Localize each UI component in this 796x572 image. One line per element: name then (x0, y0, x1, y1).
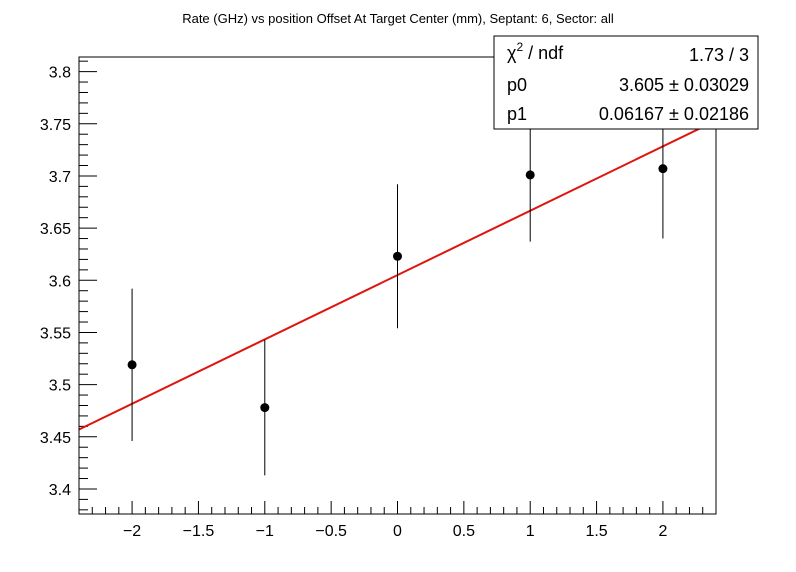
x-tick-label: 0.5 (453, 523, 475, 540)
y-tick-label: 3.55 (40, 325, 71, 342)
stats-p1-error: ± 0.02186 (669, 104, 749, 124)
x-tick-label: 0 (393, 523, 402, 540)
y-tick-label: 3.45 (40, 430, 71, 447)
data-point (658, 164, 668, 174)
stats-chi2-value: 1.73 / 3 (689, 45, 749, 65)
plot-frame (78, 56, 717, 515)
y-tick-label: 3.6 (49, 273, 71, 290)
y-tick-label: 3.8 (49, 65, 71, 82)
stats-box: χ2 / ndf 1.73 / 3 p0 3.605 ± 0.03029 p1 … (493, 35, 759, 130)
data-point (127, 360, 137, 370)
data-point (393, 251, 402, 261)
x-tick-label: −1.5 (183, 523, 215, 540)
x-tick-label: −0.5 (315, 523, 347, 540)
data-point (260, 403, 270, 413)
stats-p0-label: p0 (507, 75, 527, 95)
x-tick-label: 1 (526, 523, 535, 540)
data-point (525, 170, 535, 180)
y-tick-label: 3.5 (49, 378, 71, 395)
stats-p1-label: p1 (507, 104, 527, 124)
stats-chi2-label: χ2 / ndf (507, 40, 564, 63)
x-tick-label: 2 (658, 523, 667, 540)
y-tick-label: 3.65 (40, 221, 71, 238)
y-tick-label: 3.75 (40, 117, 71, 134)
x-tick-label: −1 (256, 523, 274, 540)
x-tick-label: 1.5 (585, 523, 607, 540)
y-tick-label: 3.7 (49, 169, 71, 186)
x-tick-label: −2 (123, 523, 141, 540)
ticks-layer: −2 −1.5 −1 −0.5 0 0.5 1 1.5 2 3.4 3.45 3.5 3.55 3.6 3.… (40, 60, 717, 540)
stats-p0-error: ± 0.03029 (669, 75, 749, 95)
chart-title: Rate (GHz) vs position Offset At Target … (182, 11, 614, 26)
stats-p1-value: 0.06167 (599, 104, 664, 124)
y-tick-label: 3.4 (49, 482, 71, 499)
stats-p0-value: 3.605 (619, 75, 664, 95)
stats-box-frame (493, 35, 759, 130)
